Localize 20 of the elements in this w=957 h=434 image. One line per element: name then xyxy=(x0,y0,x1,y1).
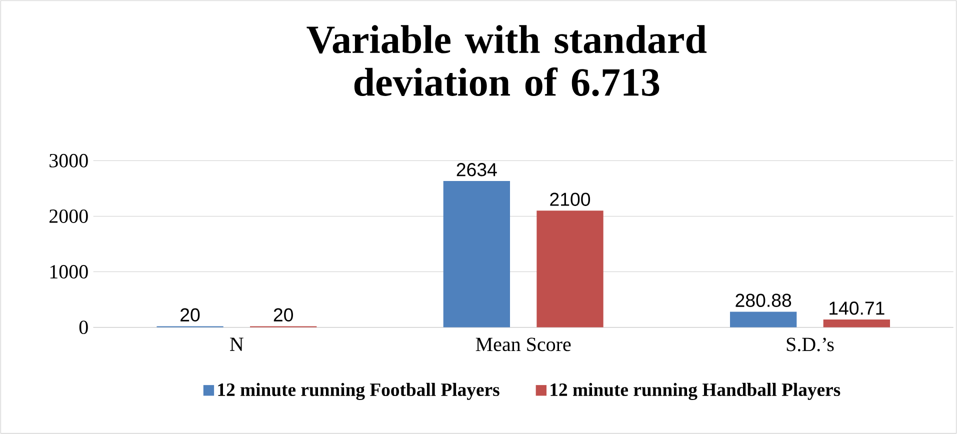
y-tick-label: 2000 xyxy=(50,209,88,223)
y-tick-label: 1000 xyxy=(50,265,88,279)
x-tick-label: N xyxy=(230,338,244,351)
legend-label: 12 minute running Handball Players xyxy=(550,382,840,400)
bar xyxy=(536,210,604,328)
chart-title: Variable with standard deviation of 6.713 xyxy=(306,25,707,96)
data-label: 20 xyxy=(274,308,293,322)
data-label: 20 xyxy=(180,308,200,322)
x-tick-label: Mean Score xyxy=(476,338,571,352)
data-label: 140.71 xyxy=(830,302,884,315)
data-label: 280.88 xyxy=(736,294,792,308)
bar xyxy=(443,180,510,328)
bar xyxy=(823,320,890,328)
bar xyxy=(730,312,797,328)
y-tick-label: 3000 xyxy=(50,154,88,168)
data-label: 2634 xyxy=(456,163,497,176)
y-tick-label: 0 xyxy=(79,320,88,334)
data-label: 2100 xyxy=(550,192,590,206)
x-tick-label: S.D.’s xyxy=(786,338,834,352)
legend-label: 12 minute running Football Players xyxy=(218,382,500,400)
